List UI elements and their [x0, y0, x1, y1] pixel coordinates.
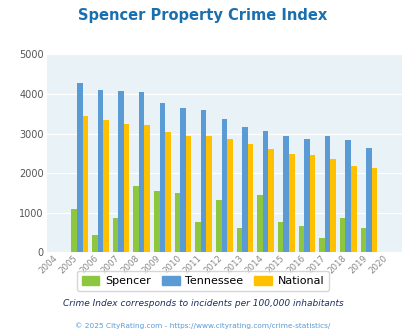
Bar	[82, 116, 88, 252]
Bar	[324, 136, 330, 252]
Bar	[153, 191, 159, 252]
Legend: Spencer, Tennessee, National: Spencer, Tennessee, National	[77, 271, 328, 290]
Bar	[139, 92, 144, 252]
Bar	[236, 228, 242, 252]
Bar	[97, 90, 103, 252]
Bar	[174, 193, 180, 252]
Bar	[77, 82, 82, 252]
Bar	[242, 127, 247, 252]
Text: Crime Index corresponds to incidents per 100,000 inhabitants: Crime Index corresponds to incidents per…	[62, 299, 343, 308]
Bar	[247, 144, 253, 252]
Bar	[185, 136, 191, 252]
Bar	[144, 125, 150, 252]
Bar	[298, 226, 303, 252]
Bar	[92, 235, 97, 252]
Bar	[365, 148, 371, 252]
Bar	[200, 110, 206, 252]
Bar	[277, 222, 283, 252]
Bar	[221, 119, 226, 252]
Bar	[159, 103, 165, 252]
Bar	[360, 228, 365, 252]
Bar	[195, 222, 200, 252]
Bar	[133, 186, 139, 252]
Bar	[124, 124, 129, 252]
Bar	[262, 131, 268, 252]
Bar	[165, 132, 170, 252]
Bar	[339, 218, 345, 252]
Bar	[268, 149, 273, 252]
Bar	[288, 154, 294, 252]
Bar	[330, 159, 335, 252]
Bar	[257, 195, 262, 252]
Bar	[113, 218, 118, 252]
Bar	[350, 166, 356, 252]
Bar	[318, 238, 324, 252]
Bar	[303, 139, 309, 252]
Bar	[283, 136, 288, 252]
Bar	[309, 155, 315, 252]
Bar	[206, 136, 211, 252]
Bar	[371, 169, 376, 252]
Bar	[71, 209, 77, 252]
Text: © 2025 CityRating.com - https://www.cityrating.com/crime-statistics/: © 2025 CityRating.com - https://www.city…	[75, 323, 330, 329]
Bar	[215, 200, 221, 252]
Text: Spencer Property Crime Index: Spencer Property Crime Index	[78, 8, 327, 23]
Bar	[226, 139, 232, 252]
Bar	[103, 120, 109, 252]
Bar	[180, 108, 185, 252]
Bar	[118, 91, 124, 252]
Bar	[345, 140, 350, 252]
